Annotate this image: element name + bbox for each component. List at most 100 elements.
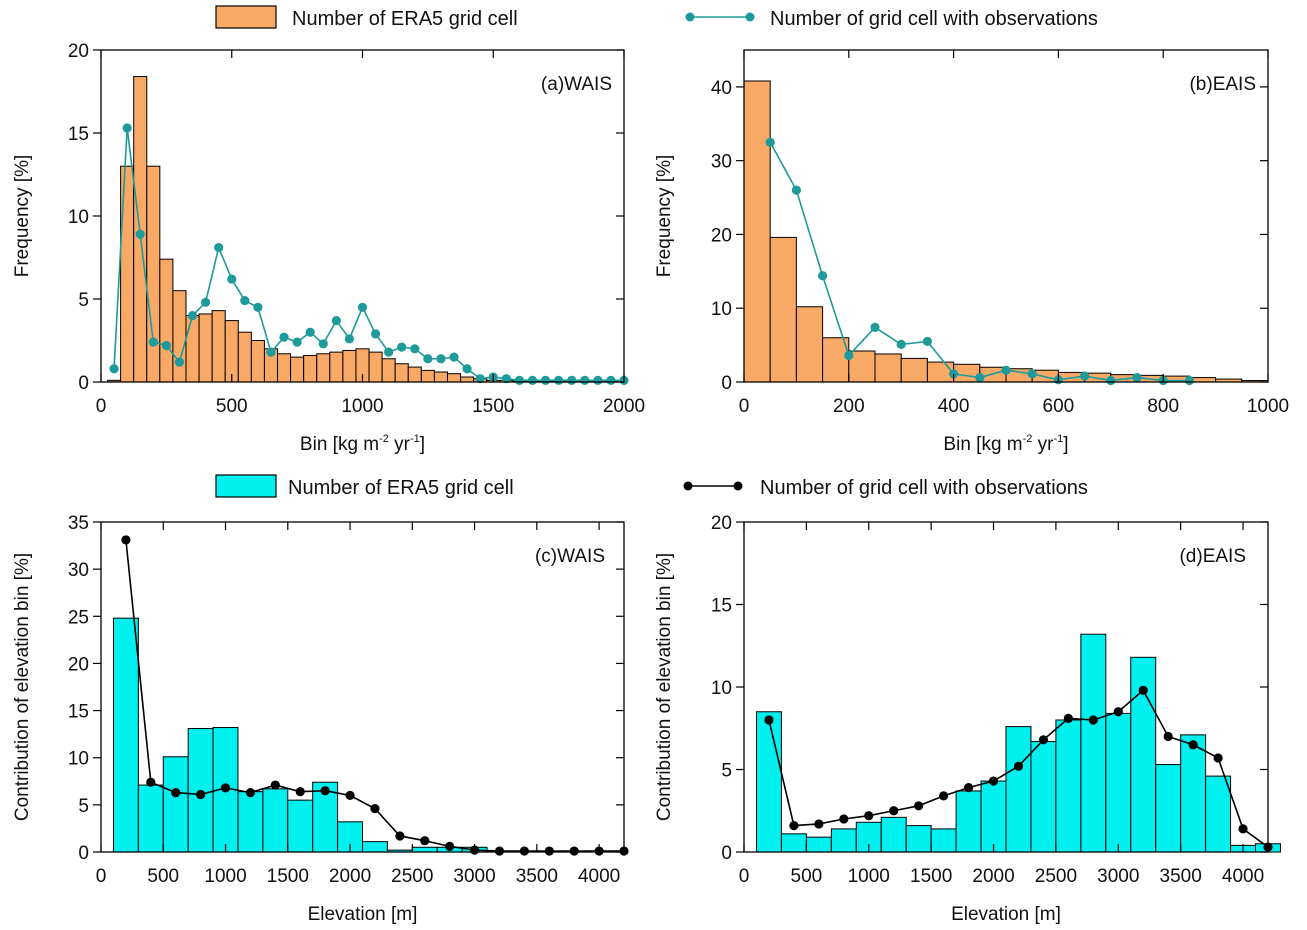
series-point: [569, 846, 579, 856]
series-point: [889, 806, 899, 816]
series-point: [789, 821, 799, 831]
series-point: [201, 297, 211, 307]
bar: [198, 313, 213, 383]
bar: [303, 354, 318, 383]
bar: [316, 353, 331, 383]
bar: [900, 357, 928, 383]
x-axis-label-superscript: -2: [379, 433, 389, 445]
chart-panel-4: 0 500 1000 1500 2000 2500 3000 3500 4000 0 5 10 15 20…: [654, 513, 1281, 925]
bar: [880, 816, 907, 853]
x-tick-label: 1500: [472, 396, 514, 417]
bar: [262, 788, 289, 853]
series-point: [963, 783, 974, 793]
y-tick-label: 5: [721, 761, 732, 782]
series-point: [1213, 753, 1223, 763]
y-tick-label: 20: [711, 513, 732, 534]
series-point: [174, 357, 185, 367]
series-point: [187, 311, 198, 321]
bar: [362, 841, 388, 853]
bar: [342, 349, 357, 383]
y-tick-label: 25: [68, 607, 89, 628]
bar: [172, 290, 187, 383]
y-tick-label: 30: [711, 152, 732, 173]
bar: [830, 828, 857, 853]
series-point: [305, 327, 315, 337]
series-point: [462, 364, 472, 374]
series-point: [331, 315, 341, 326]
series-line: [113, 127, 624, 382]
series-point: [148, 337, 158, 347]
bar: [368, 351, 383, 383]
y-axis-label: Contribution of elevation bin [%]: [12, 553, 33, 821]
x-tick-label: 1000: [204, 866, 246, 887]
x-axis-label-part: yr: [1032, 434, 1054, 455]
x-axis-label-part: ]: [1063, 434, 1068, 455]
series-point: [896, 339, 906, 349]
x-tick-label: 1500: [910, 866, 952, 887]
series-point: [161, 340, 171, 351]
legend-top: Number of ERA5 grid cell Number of grid …: [215, 5, 1098, 30]
series-point: [320, 786, 330, 796]
series-point: [1027, 369, 1037, 379]
bar: [1005, 726, 1032, 853]
series-point: [949, 369, 959, 379]
legend-bottom-line-label: Number of grid cell with observations: [760, 477, 1088, 499]
y-tick-label: 5: [78, 290, 89, 311]
y-tick-label: 0: [78, 843, 89, 864]
series-point: [1163, 731, 1173, 742]
series-point: [527, 375, 538, 385]
x-tick-label: 500: [791, 866, 823, 887]
x-tick-label: 0: [96, 396, 107, 417]
bar: [224, 320, 239, 383]
y-tick-label: 10: [68, 749, 89, 770]
bar: [137, 784, 164, 853]
x-tick-label: 0: [739, 396, 750, 417]
x-tick-label: 2500: [1035, 866, 1077, 887]
series-point: [939, 791, 949, 801]
series-point: [814, 819, 824, 829]
x-tick-label: 3000: [1097, 866, 1139, 887]
legend-bottom-bar-swatch: [215, 474, 277, 498]
panel-label: (d)EAIS: [1179, 546, 1246, 567]
series-point: [146, 777, 156, 787]
x-tick-label: 0: [739, 866, 750, 887]
series-point: [345, 790, 355, 801]
bar: [112, 617, 139, 853]
series-point: [171, 788, 181, 798]
legend-top-line-label: Number of grid cell with observations: [770, 8, 1098, 30]
bar: [1080, 633, 1107, 853]
series-point: [519, 846, 529, 856]
series-point: [844, 350, 854, 361]
legend-bottom-line-marker-right: [733, 481, 743, 491]
series-point: [410, 344, 420, 354]
series-point: [1238, 824, 1248, 834]
x-tick-label: 1000: [848, 866, 890, 887]
y-axis-label: Frequency [%]: [654, 155, 675, 278]
x-tick-label: 800: [1147, 396, 1179, 417]
series-point: [791, 185, 802, 195]
bar: [411, 846, 438, 853]
series-point: [1088, 715, 1098, 725]
panel-label: (b)EAIS: [1189, 74, 1256, 95]
series-point: [295, 787, 305, 797]
series-point: [253, 302, 263, 312]
bar: [211, 310, 226, 383]
series-point: [135, 229, 145, 239]
y-tick-label: 30: [68, 560, 89, 581]
series-point: [554, 375, 564, 385]
bar: [407, 366, 422, 383]
x-tick-label: 1500: [267, 866, 309, 887]
y-tick-label: 10: [711, 678, 732, 699]
x-axis-label: Bin [kg m-2 yr-1]: [943, 433, 1068, 455]
series-point: [494, 846, 505, 856]
bar: [1055, 719, 1082, 853]
series-point: [475, 374, 485, 384]
bar: [460, 376, 475, 383]
series-point: [370, 329, 381, 339]
series-point: [449, 352, 459, 362]
y-tick-label: 20: [68, 41, 89, 62]
bar: [955, 790, 982, 853]
bar: [743, 80, 771, 383]
x-tick-label: 4000: [1222, 866, 1264, 887]
y-tick-label: 20: [711, 225, 732, 246]
